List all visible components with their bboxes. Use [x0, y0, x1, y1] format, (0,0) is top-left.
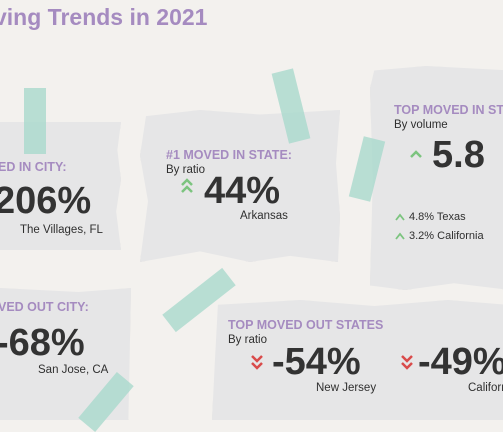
up-arrow-icon	[395, 232, 405, 240]
page-title: ving Trends in 2021	[0, 4, 208, 30]
card-heading: TOP MOVED IN STA	[394, 103, 503, 117]
stat-value: 5.8	[432, 134, 485, 176]
up-chevron-icon	[181, 178, 193, 193]
card-heading: ED IN CITY:	[0, 160, 67, 174]
stat-value: -54%	[272, 341, 361, 383]
stat-value: 44%	[204, 170, 281, 212]
stat-value: -49%	[418, 341, 503, 383]
location-label: The Villages, FL	[20, 224, 103, 236]
card-subheading: By volume	[394, 119, 448, 131]
location-label: Arkansas	[240, 210, 288, 222]
location-label: New Jersey	[316, 382, 377, 394]
card-heading: VED OUT CITY:	[0, 300, 89, 314]
card-heading: TOP MOVED OUT STATES	[228, 318, 384, 332]
list-item: 4.8% Texas	[409, 211, 466, 223]
down-chevron-icon	[401, 355, 413, 370]
location-label: San Jose, CA	[38, 364, 109, 376]
stat-value: -68%	[0, 322, 85, 364]
top-moved-out-states-card	[212, 300, 503, 420]
list-item: 3.2% California	[409, 230, 484, 242]
card-subheading: By ratio	[228, 334, 267, 346]
top-moved-in-states-card	[370, 66, 503, 290]
stat-value: 206%	[0, 180, 92, 222]
up-arrow-icon	[395, 213, 405, 221]
moved-in-city-card	[0, 122, 121, 250]
down-chevron-icon	[251, 355, 263, 370]
location-label: Californ	[468, 382, 503, 394]
tape-strip	[24, 88, 46, 154]
card-heading: #1 MOVED IN STATE:	[166, 148, 292, 162]
up-chevron-icon	[410, 150, 422, 158]
card-subheading: By ratio	[166, 164, 205, 176]
